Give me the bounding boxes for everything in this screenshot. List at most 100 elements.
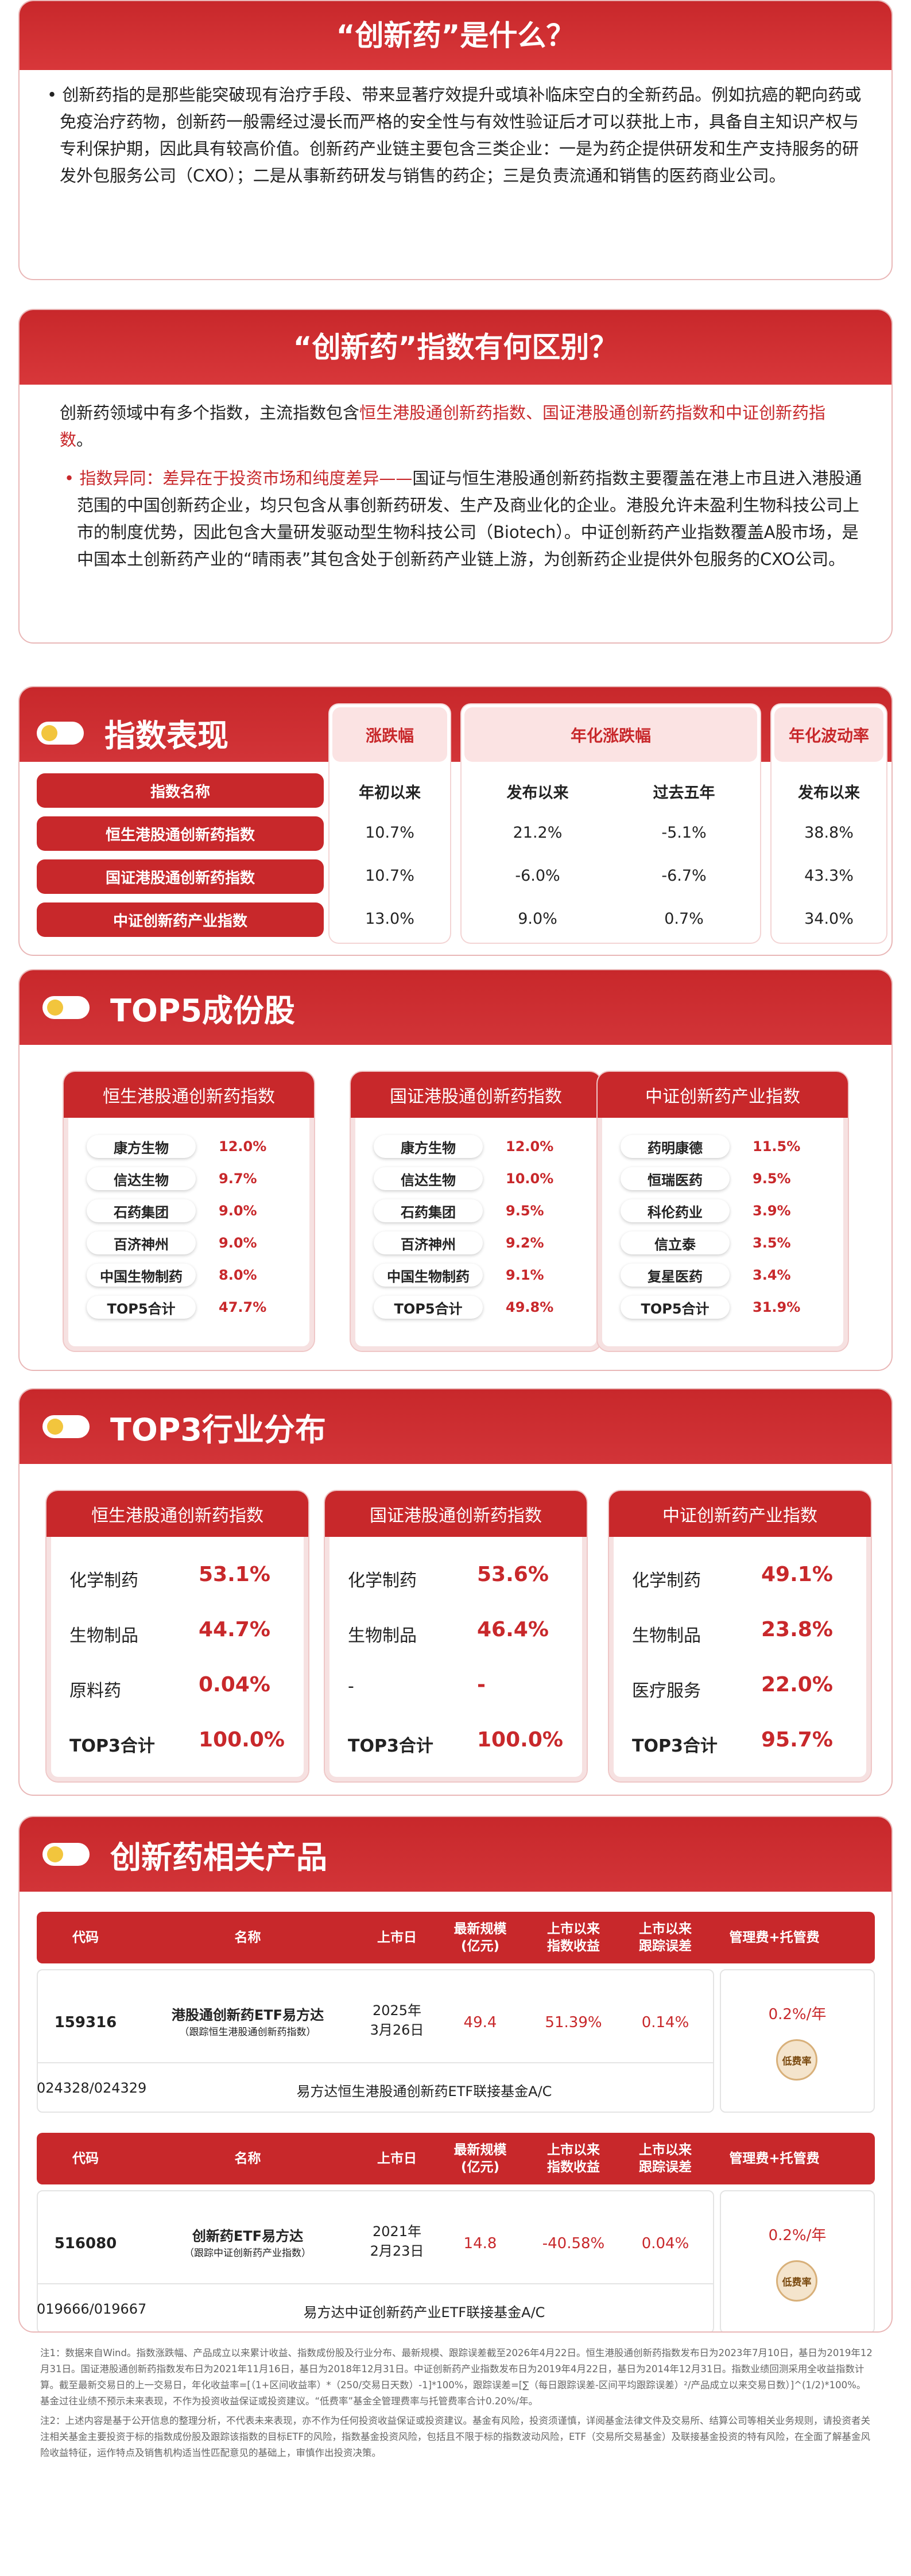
product-col-header: 上市日 xyxy=(377,1930,417,1945)
top5-stock-weight: 3.9% xyxy=(753,1203,791,1219)
top5-stock-weight: 31.9% xyxy=(753,1299,801,1315)
group-head-bg-1 xyxy=(332,707,447,762)
industry-weight: 100.0% xyxy=(477,1728,563,1752)
row-name-gz: 国证港股通创新药指数 xyxy=(37,859,324,894)
row-name-zz: 中证创新药产业指数 xyxy=(37,902,324,937)
top5-stock-weight: 10.0% xyxy=(506,1171,554,1187)
group-head-bg-3 xyxy=(774,707,883,762)
top5-stock-name: 中国生物制药 xyxy=(87,1264,196,1287)
industry-name: 化学制药 xyxy=(348,1571,417,1591)
footnotes: 注1：数据来自Wind。指数涨跌幅、产品成立以来累计收益、指数成份股及行业分布、… xyxy=(40,2345,873,2461)
industry-weight: 100.0% xyxy=(199,1728,285,1752)
industry-name: 原料药 xyxy=(69,1681,121,1701)
top5-stock-name: 科伦药业 xyxy=(621,1199,730,1222)
difference-intro: 创新药领域中有多个指数，主流指数包含恒生港股通创新药指数、国证港股通创新药指数和… xyxy=(20,385,891,454)
product-return: 51.39% xyxy=(545,2014,602,2031)
zz-5y: 0.7% xyxy=(664,910,704,928)
industry-name: 医疗服务 xyxy=(632,1681,701,1701)
footnote-2: 注2：上述内容是基于公开信息的整理分析，不代表未来表现，亦不作为任何投资收益保证… xyxy=(40,2415,870,2458)
difference-intro-text: 创新药领域中有多个指数，主流指数包含 xyxy=(60,403,360,423)
top5-box-title: 国证港股通创新药指数 xyxy=(351,1072,601,1118)
what-is-card: “创新药”是什么？ • 创新药指的是那些能突破现有治疗手段、带来显著疗效提升或填… xyxy=(18,0,893,280)
top5-stock-weight: 3.5% xyxy=(753,1235,791,1251)
gz-vol: 43.3% xyxy=(804,867,854,885)
footnote-1: 注1：数据来自Wind。指数涨跌幅、产品成立以来累计收益、指数成份股及行业分布、… xyxy=(40,2348,873,2407)
top3-card: TOP3行业分布 恒生港股通创新药指数 化学制药 53.1% 生物制品 44.7% 原料药… xyxy=(18,1388,893,1796)
top5-stock-weight: 9.5% xyxy=(506,1203,544,1219)
what-is-body: • 创新药指的是那些能突破现有治疗手段、带来显著疗效提升或填补临床空白的全新药品… xyxy=(47,85,862,185)
product-col-header: 管理费+托管费 xyxy=(729,2151,820,2166)
feeder-fund-code: 019666/019667 xyxy=(37,2301,147,2317)
industry-name: 生物制品 xyxy=(348,1626,417,1646)
product-code: 159316 xyxy=(54,2014,117,2031)
top3-box-title: 中证创新药产业指数 xyxy=(609,1491,871,1537)
top5-stock-name: TOP5合计 xyxy=(621,1296,730,1319)
toggle-icon xyxy=(42,1415,90,1438)
product-tracking-error: 0.04% xyxy=(641,2235,689,2252)
top5-box-title: 中证创新药产业指数 xyxy=(598,1072,848,1118)
top5-stock-weight: 8.0% xyxy=(219,1267,257,1283)
group-head-annual: 年化涨跌幅 xyxy=(570,726,651,745)
group-head-vol: 年化波动率 xyxy=(788,726,869,745)
top5-stock-weight: 11.5% xyxy=(753,1138,801,1155)
low-fee-badge-label: 低费率 xyxy=(782,2055,812,2067)
top5-stock-weight: 9.2% xyxy=(506,1235,544,1251)
difference-detail: • 指数异同：差异在于投资市场和纯度差异——国证与恒生港股通创新药指数主要覆盖在… xyxy=(20,454,891,573)
product-scale: 14.8 xyxy=(463,2235,497,2252)
top5-stock-name: 石药集团 xyxy=(374,1199,483,1222)
zz-vol: 34.0% xyxy=(804,910,854,928)
top5-stock-name: 信达生物 xyxy=(374,1167,483,1190)
top5-stock-weight: 49.8% xyxy=(506,1299,554,1315)
industry-weight: 53.6% xyxy=(477,1563,549,1586)
top3-box: 国证港股通创新药指数 化学制药 53.6% 生物制品 46.4% - - TOP3合计 100.… xyxy=(324,1490,588,1783)
product-row xyxy=(37,1969,714,2113)
sub-head-vol-since: 发布以来 xyxy=(798,784,860,802)
product-table: 代码 名称 上市日 最新规模 (亿元) 上市以来 指数收益 上市以来 跟踪误差 管理费+托管… xyxy=(20,1912,891,2121)
top5-stock-name: 恒瑞医药 xyxy=(621,1167,730,1190)
product-return: -40.58% xyxy=(542,2235,605,2252)
top5-stock-weight: 9.7% xyxy=(219,1171,257,1187)
top5-card: TOP5成份股 恒生港股通创新药指数 康方生物 12.0% 信达生物 9.7% 石药集团 9… xyxy=(18,969,893,1371)
top5-stock-name: 百济神州 xyxy=(87,1231,196,1254)
sub-head-5y: 过去五年 xyxy=(653,784,715,802)
top5-stock-name: 药明康德 xyxy=(621,1135,730,1158)
gz-ytd: 10.7% xyxy=(365,867,414,885)
product-divider xyxy=(37,2283,714,2284)
feeder-fund-code: 024328/024329 xyxy=(37,2080,147,2096)
top5-stock-weight: 12.0% xyxy=(219,1138,267,1155)
top5-header: TOP5成份股 xyxy=(20,970,891,1045)
product-code: 516080 xyxy=(54,2235,117,2252)
product-col-header: 最新规模 (亿元) xyxy=(453,2143,507,2175)
product-col-header: 上市以来 指数收益 xyxy=(547,2143,600,2175)
performance-card: 指数表现 涨跌幅 年化涨跌幅 年化波动率 指数名称 年初以来 发布以来 过去五年… xyxy=(18,686,893,956)
product-table-header xyxy=(37,1912,875,1963)
top5-box: 国证港股通创新药指数 康方生物 12.0% 信达生物 10.0% 石药集团 9.5% 百济神州… xyxy=(350,1071,602,1352)
difference-detail-lead: • 指数异同：差异在于投资市场和纯度差异—— xyxy=(64,468,413,488)
top5-stock-name: TOP5合计 xyxy=(374,1296,483,1319)
industry-name: - xyxy=(348,1676,354,1696)
top3-box: 中证创新药产业指数 化学制药 49.1% 生物制品 23.8% 医疗服务 22.0% TOP3… xyxy=(608,1490,872,1783)
sub-head-since: 发布以来 xyxy=(506,784,569,802)
top5-title: TOP5成份股 xyxy=(110,992,295,1029)
product-col-header: 上市以来 跟踪误差 xyxy=(639,2143,692,2175)
industry-name: TOP3合计 xyxy=(348,1736,433,1756)
top3-box-title: 国证港股通创新药指数 xyxy=(325,1491,587,1537)
low-fee-badge-icon: 低费率 xyxy=(776,2260,817,2302)
top3-box-title: 恒生港股通创新药指数 xyxy=(46,1491,308,1537)
feeder-fund-name: 易方达恒生港股通创新药ETF联接基金A/C xyxy=(296,2083,552,2099)
top5-stock-name: 百济神州 xyxy=(374,1231,483,1254)
toggle-icon xyxy=(42,996,90,1019)
difference-intro-end: 。 xyxy=(76,430,94,450)
product-col-header: 上市以来 跟踪误差 xyxy=(639,1922,692,1954)
name-header-pill: 指数名称 xyxy=(37,773,324,808)
product-col-header: 名称 xyxy=(234,1930,261,1945)
top5-stock-weight: 9.5% xyxy=(753,1171,791,1187)
top5-box: 恒生港股通创新药指数 康方生物 12.0% 信达生物 9.7% 石药集团 9.0% 百济神州 9… xyxy=(63,1071,315,1352)
industry-weight: 53.1% xyxy=(199,1563,270,1586)
product-divider xyxy=(37,2062,714,2063)
industry-weight: 23.8% xyxy=(761,1618,833,1641)
gz-5y: -6.7% xyxy=(661,867,707,885)
what-is-title: “创新药”是什么？ xyxy=(20,1,891,70)
product-name: 港股通创新药ETF易方达 xyxy=(171,2007,324,2023)
